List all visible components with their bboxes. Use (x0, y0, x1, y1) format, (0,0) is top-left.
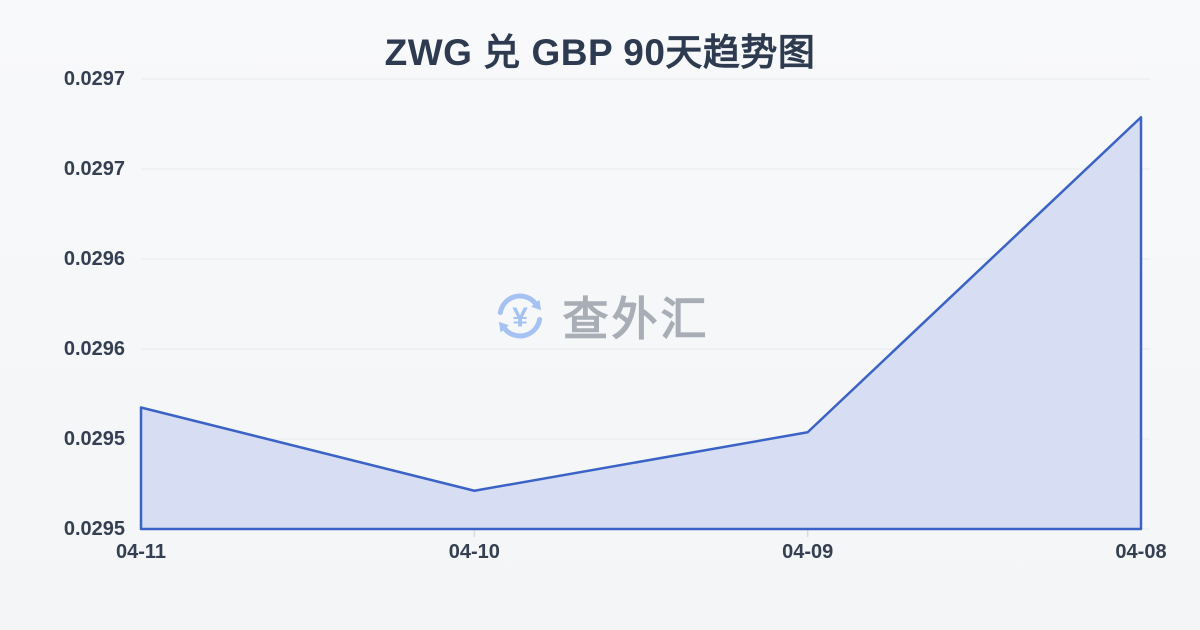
y-axis-label: 0.0297 (63, 158, 125, 180)
x-axis-label: 04-10 (448, 541, 500, 563)
y-axis-label: 0.0296 (63, 248, 125, 270)
y-axis-label: 0.0295 (63, 428, 125, 450)
y-axis-label: 0.0296 (63, 338, 125, 360)
x-axis-label: 04-09 (782, 541, 834, 563)
y-axis-label: 0.0295 (63, 518, 125, 540)
chart-title: ZWG 兑 GBP 90天趋势图 (384, 32, 816, 73)
y-axis-label: 0.0297 (63, 68, 125, 90)
x-axis-label: 04-11 (115, 541, 167, 563)
area-series (139, 116, 1143, 531)
x-axis-label: 04-08 (1115, 541, 1167, 563)
